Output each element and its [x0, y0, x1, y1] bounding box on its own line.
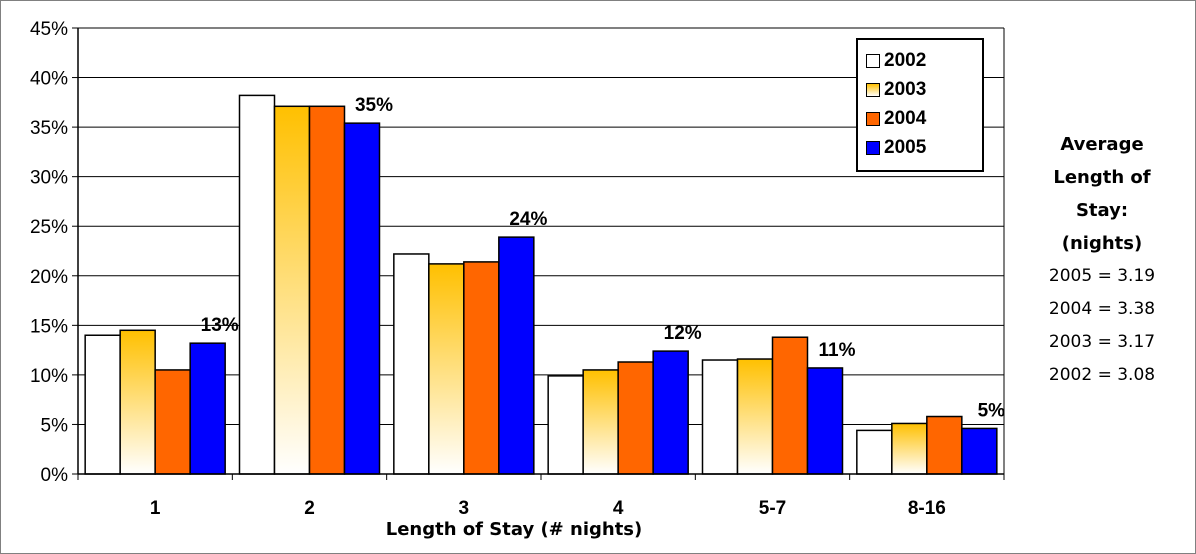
- bar-2004-5-7: [771, 336, 809, 475]
- legend-item-2005: 2005: [866, 133, 982, 162]
- y-tick-label: 35%: [30, 118, 68, 139]
- data-label: 24%: [509, 209, 547, 230]
- y-tick-label: 5%: [41, 415, 69, 436]
- legend-swatch: [866, 53, 880, 68]
- bar-2005-4: [652, 350, 689, 475]
- data-label: 5%: [978, 400, 1006, 421]
- bar-2004-8-16: [926, 415, 963, 475]
- legend-item-2003: 2003: [866, 75, 982, 104]
- bar-2005-1: [189, 342, 226, 475]
- legend: 2002 2003 2004 2005: [856, 38, 984, 172]
- y-tick-label: 20%: [30, 267, 68, 288]
- bar-2005-3: [498, 236, 535, 475]
- note-title-line: (nights): [1061, 233, 1143, 254]
- bar-2002-1: [84, 334, 121, 475]
- bar-2003-5-7: [736, 358, 774, 475]
- average-length-of-stay-note: Average Length of Stay: (nights) 2005 = …: [1022, 128, 1182, 392]
- bar-2002-4: [547, 375, 584, 475]
- legend-swatch: [866, 111, 880, 126]
- average-2005: 2005 = 3.19: [1048, 266, 1156, 286]
- legend-swatch: [866, 82, 880, 97]
- bar-2004-4: [617, 361, 654, 475]
- data-label: 12%: [664, 323, 702, 344]
- x-tick-label: 4: [613, 498, 624, 519]
- note-title-line: Stay:: [1075, 200, 1129, 221]
- average-2004: 2004 = 3.38: [1048, 299, 1156, 319]
- legend-label: 2002: [884, 49, 927, 71]
- y-tick-label: 45%: [30, 19, 68, 40]
- y-tick-label: 15%: [30, 316, 68, 337]
- y-tick-label: 25%: [30, 217, 68, 238]
- legend-label: 2005: [884, 136, 927, 158]
- y-tick-label: 10%: [30, 366, 68, 387]
- data-label: 13%: [201, 315, 239, 336]
- bar-2004-1: [154, 369, 191, 475]
- note-title-line: Average: [1060, 134, 1144, 155]
- average-2002: 2002 = 3.08: [1048, 365, 1156, 385]
- data-label: 11%: [819, 340, 856, 361]
- bar-2002-2: [238, 94, 276, 475]
- legend-swatch: [866, 140, 880, 155]
- bar-2005-8-16: [961, 427, 998, 475]
- bar-2004-2: [308, 105, 346, 475]
- gridlines: [78, 27, 1005, 474]
- bar-2003-1: [119, 329, 156, 475]
- x-tick-label: 8-16: [908, 498, 946, 519]
- y-tick-label: 30%: [30, 168, 68, 189]
- bar-2003-4: [582, 369, 619, 475]
- data-labels: 13% 35% 24% 12% 11% 5%: [201, 95, 1006, 421]
- data-label: 35%: [355, 95, 393, 116]
- bar-2004-3: [463, 261, 500, 475]
- bar-2003-3: [428, 263, 465, 475]
- bar-2003-2: [273, 105, 311, 475]
- x-tick-label: 3: [459, 498, 470, 519]
- bar-2005-5-7: [806, 367, 844, 475]
- x-tick-label: 5-7: [759, 498, 786, 519]
- bar-2002-8-16: [856, 429, 893, 475]
- y-tick-label: 0%: [41, 465, 69, 486]
- legend-label: 2004: [884, 107, 927, 129]
- x-tick-label: 1: [150, 498, 161, 519]
- average-2003: 2003 = 3.17: [1048, 332, 1156, 352]
- bar-2002-3: [393, 253, 430, 475]
- axes: 0% 5% 10% 15% 20% 25% 30% 35% 40% 45% 1 2 3 4 5-7 8-16: [30, 19, 1005, 519]
- x-tick-label: 2: [304, 498, 315, 519]
- x-axis-title: Length of Stay (# nights): [386, 519, 643, 540]
- bar-2005-2: [343, 122, 381, 475]
- legend-item-2004: 2004: [866, 104, 982, 133]
- bar-2003-8-16: [891, 422, 928, 475]
- note-title-line: Length of: [1053, 167, 1151, 188]
- y-tick-label: 40%: [30, 69, 68, 90]
- bar-2002-5-7: [701, 359, 739, 475]
- legend-item-2002: 2002: [866, 46, 982, 75]
- legend-label: 2003: [884, 78, 927, 100]
